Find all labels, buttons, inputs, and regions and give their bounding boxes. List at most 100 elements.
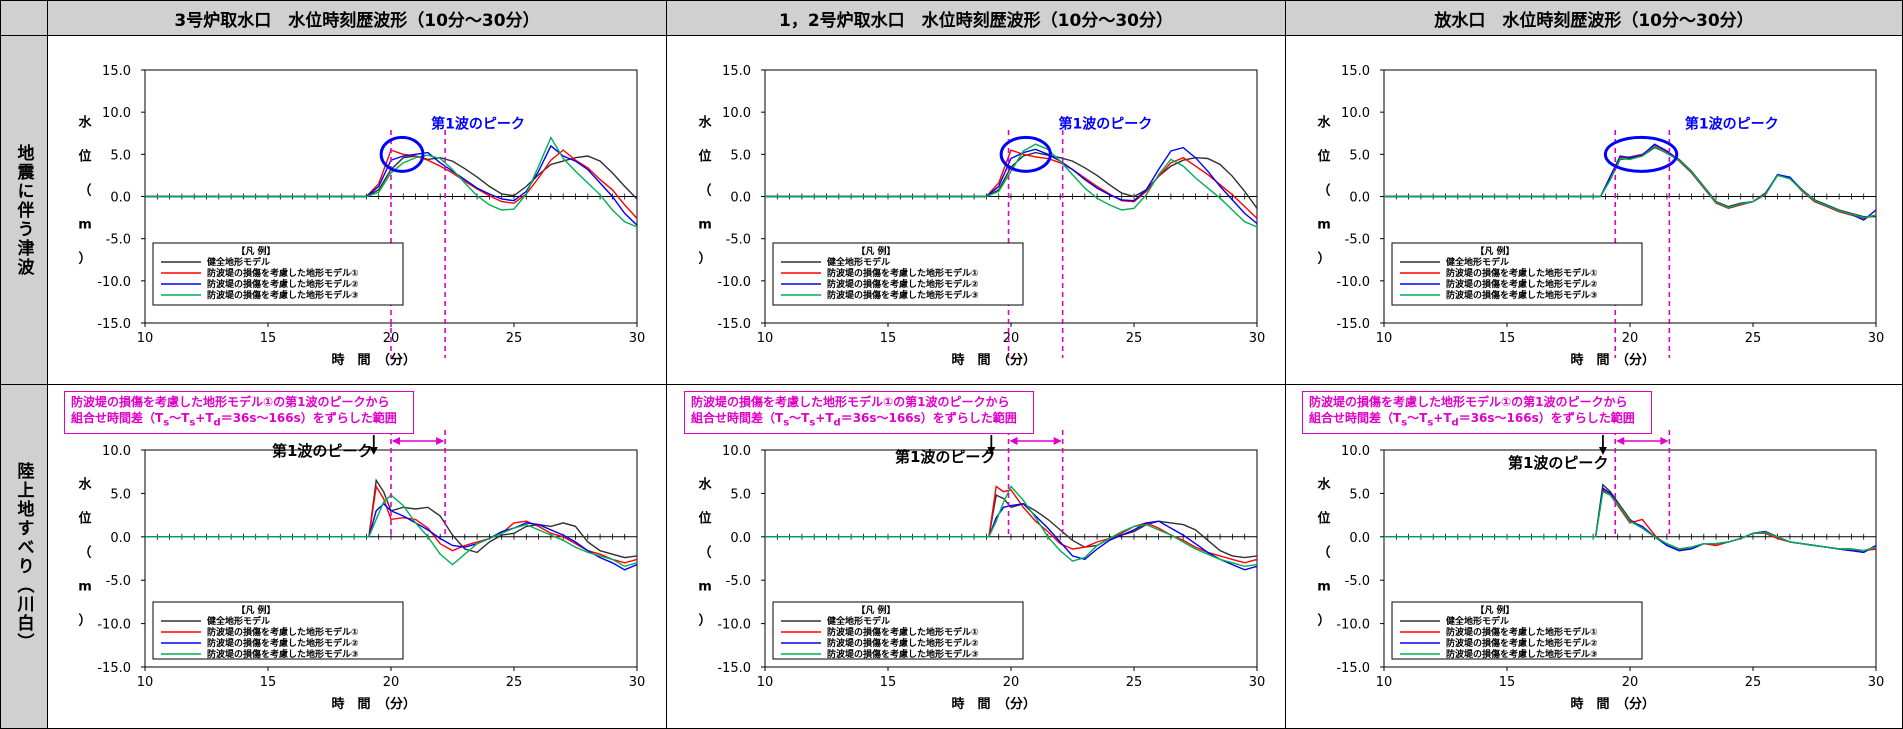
x-tick-label: 10 (1376, 675, 1393, 690)
y-axis-label-char: 水 (78, 477, 92, 493)
y-axis-label-char: 水 (1317, 115, 1331, 131)
legend-item-label: 健全地形モデル (1446, 256, 1509, 268)
x-axis-label: 時 間 （分） (1571, 352, 1656, 368)
series-line-3 (765, 146, 1258, 225)
peak-label-bottom: 第1波のピーク (1508, 454, 1609, 472)
column-header-2: 1，2号炉取水口 水位時刻歴波形（10分～30分） (666, 0, 1286, 36)
y-axis-label-char: m (1317, 580, 1331, 595)
y-tick-label: 5.0 (110, 487, 131, 502)
y-tick-label: 5.0 (730, 148, 751, 163)
series-line-1 (145, 155, 638, 200)
y-tick-label: -15.0 (717, 317, 751, 332)
note-seg: 組合せ時間差（T (691, 411, 784, 425)
series-line-3 (145, 144, 638, 226)
series-line-3 (765, 503, 1258, 571)
y-axis-label-char: 位 (78, 149, 91, 165)
x-tick-label: 30 (629, 675, 646, 690)
note-seg: +T (815, 411, 834, 425)
y-axis-label-char: m (78, 580, 92, 595)
legend-item-label: 健全地形モデル (1446, 615, 1509, 627)
row-label-earthquake: 地震に伴う津波 (0, 35, 48, 385)
range-arrow-head (1660, 437, 1669, 445)
x-tick-label: 10 (137, 675, 154, 690)
y-tick-label: -15.0 (97, 661, 131, 676)
y-axis-label-char: m (1317, 218, 1331, 233)
note-seg: ＝36s～166s）をずらした範囲 (1458, 411, 1635, 425)
x-tick-label: 10 (757, 331, 774, 346)
y-axis-label-char: ） (698, 613, 711, 629)
y-tick-label: 10.0 (722, 106, 751, 121)
y-tick-label: -10.0 (717, 275, 751, 290)
x-tick-label: 15 (1499, 331, 1516, 346)
x-tick-label: 10 (757, 675, 774, 690)
peak-ellipse (999, 135, 1052, 173)
peak-label-bottom: 第1波のピーク (272, 442, 373, 460)
legend-item-label: 防波堤の損傷を考慮した地形モデル② (827, 637, 979, 649)
x-axis-label: 時 間 （分） (332, 352, 417, 368)
series-line-4 (765, 143, 1258, 228)
legend-item-label: 防波堤の損傷を考慮した地形モデル① (1446, 626, 1598, 638)
peak-arrow-head (1598, 447, 1607, 455)
y-axis-label-char: 位 (1317, 149, 1330, 165)
note-seg: ～T (1407, 411, 1428, 425)
row-label-text: 陸上地すべり（川白） (13, 461, 34, 652)
y-tick-label: 0.0 (1349, 531, 1370, 546)
y-tick-label: -15.0 (1336, 661, 1370, 676)
y-axis-label-char: 位 (698, 149, 711, 165)
x-axis-label: 時 間 （分） (952, 352, 1037, 368)
x-tick-label: 20 (1622, 675, 1639, 690)
y-tick-label: -10.0 (97, 618, 131, 633)
x-tick-label: 30 (1868, 331, 1885, 346)
note-seg: s (1427, 417, 1434, 429)
x-tick-label: 20 (1622, 331, 1639, 346)
y-axis-label-char: （ (698, 545, 711, 561)
series-line-4 (1384, 490, 1877, 552)
note-line2: 組合せ時間差（Ts～Ts+Td＝36s～166s）をずらした範囲 (1309, 410, 1645, 431)
y-axis-label-char: ） (1317, 613, 1330, 629)
x-tick-label: 25 (1745, 331, 1762, 346)
row-label-text: 地震に伴う津波 (13, 143, 34, 277)
shift-range-note: 防波堤の損傷を考慮した地形モデル①の第1波のピークから 組合せ時間差（Ts～Ts… (684, 391, 1034, 435)
x-tick-label: 30 (629, 331, 646, 346)
series-line-2 (1384, 145, 1877, 220)
legend-box (772, 601, 1024, 660)
y-axis-label-char: 水 (1317, 477, 1331, 493)
legend-item-label: 防波堤の損傷を考慮した地形モデル① (207, 626, 359, 638)
note-seg: ～T (789, 411, 810, 425)
x-tick-label: 30 (1868, 675, 1885, 690)
series-line-4 (145, 135, 638, 228)
legend-title: 【凡 例】 (856, 245, 895, 257)
y-axis-label-char: 位 (698, 511, 711, 527)
x-tick-label: 20 (1003, 675, 1020, 690)
legend-item-label: 防波堤の損傷を考慮した地形モデル② (207, 278, 359, 290)
legend-item-label: 防波堤の損傷を考慮した地形モデル③ (1446, 648, 1598, 660)
legend-box (152, 601, 404, 660)
series-line-4 (765, 485, 1258, 568)
legend-item-label: 防波堤の損傷を考慮した地形モデル③ (827, 289, 979, 301)
x-tick-label: 10 (137, 331, 154, 346)
peak-ellipse (379, 135, 425, 173)
note-line2: 組合せ時間差（Ts～Ts+Td＝36s～166s）をずらした範囲 (71, 410, 407, 431)
x-tick-label: 25 (1745, 675, 1762, 690)
legend-item-label: 防波堤の損傷を考慮した地形モデル① (207, 267, 359, 279)
legend-title: 【凡 例】 (236, 604, 275, 616)
legend-item-label: 防波堤の損傷を考慮した地形モデル① (827, 626, 979, 638)
y-axis-label-char: m (698, 580, 712, 595)
y-axis-label-char: m (698, 218, 712, 233)
note-seg: +T (1433, 411, 1452, 425)
x-tick-label: 30 (1249, 331, 1266, 346)
legend-item-label: 健全地形モデル (207, 615, 270, 627)
x-tick-label: 25 (1126, 675, 1143, 690)
y-tick-label: -5.0 (726, 233, 751, 248)
peak-label-top: 第1波のピーク (1685, 115, 1779, 132)
note-seg: d (213, 417, 221, 429)
note-seg: s (163, 417, 170, 429)
y-tick-label: 0.0 (110, 191, 131, 206)
note-seg: s (809, 417, 816, 429)
x-tick-label: 25 (506, 331, 523, 346)
y-axis-label-char: （ (1317, 545, 1330, 561)
peak-label-top: 第1波のピーク (1058, 115, 1152, 132)
note-line1: 防波堤の損傷を考慮した地形モデル①の第1波のピークから (1309, 395, 1628, 409)
series-line-1 (1384, 146, 1876, 218)
